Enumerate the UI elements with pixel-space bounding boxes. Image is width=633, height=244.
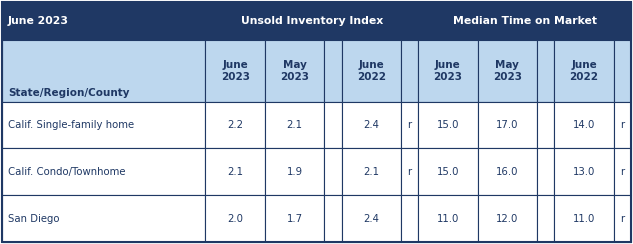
- Text: 15.0: 15.0: [437, 167, 459, 177]
- Bar: [555, 195, 614, 242]
- Text: 2.1: 2.1: [227, 167, 243, 177]
- Text: r: r: [408, 167, 411, 177]
- Bar: [265, 40, 324, 102]
- Text: 13.0: 13.0: [573, 167, 595, 177]
- Bar: [537, 195, 555, 242]
- Bar: [324, 102, 342, 149]
- Bar: [401, 40, 418, 102]
- Bar: [205, 102, 265, 149]
- Text: June 2023: June 2023: [8, 16, 69, 26]
- Bar: [342, 149, 401, 195]
- Text: Calif. Condo/Townhome: Calif. Condo/Townhome: [8, 167, 125, 177]
- Bar: [265, 149, 324, 195]
- Text: Calif. Single-family home: Calif. Single-family home: [8, 120, 134, 130]
- Bar: [2, 195, 205, 242]
- Text: 2.1: 2.1: [287, 120, 303, 130]
- Text: 2.1: 2.1: [363, 167, 379, 177]
- Bar: [555, 149, 614, 195]
- Text: May
2023: May 2023: [280, 60, 309, 81]
- Text: San Diego: San Diego: [8, 214, 60, 224]
- Bar: [401, 102, 418, 149]
- Text: June
2023: June 2023: [221, 60, 249, 81]
- Bar: [614, 195, 631, 242]
- Text: r: r: [620, 120, 625, 130]
- Text: 1.9: 1.9: [287, 167, 303, 177]
- Text: Unsold Inventory Index: Unsold Inventory Index: [241, 16, 383, 26]
- Bar: [418, 102, 478, 149]
- Text: June
2022: June 2022: [357, 60, 385, 81]
- Bar: [401, 195, 418, 242]
- Bar: [324, 195, 342, 242]
- Text: May
2023: May 2023: [493, 60, 522, 81]
- Bar: [537, 102, 555, 149]
- Text: 14.0: 14.0: [573, 120, 595, 130]
- Text: June
2022: June 2022: [570, 60, 599, 81]
- Text: 17.0: 17.0: [496, 120, 518, 130]
- Text: 2.4: 2.4: [363, 120, 379, 130]
- Bar: [418, 149, 478, 195]
- Bar: [324, 149, 342, 195]
- Bar: [205, 195, 265, 242]
- Text: 15.0: 15.0: [437, 120, 459, 130]
- Bar: [478, 149, 537, 195]
- Bar: [2, 2, 631, 40]
- Bar: [265, 195, 324, 242]
- Bar: [2, 102, 205, 149]
- Text: State/Region/County: State/Region/County: [8, 88, 130, 98]
- Text: 12.0: 12.0: [496, 214, 518, 224]
- Bar: [555, 40, 614, 102]
- Bar: [205, 149, 265, 195]
- Text: r: r: [620, 214, 625, 224]
- Bar: [614, 149, 631, 195]
- Bar: [2, 40, 205, 102]
- Bar: [537, 149, 555, 195]
- Bar: [401, 149, 418, 195]
- Bar: [2, 149, 205, 195]
- Bar: [342, 40, 401, 102]
- Bar: [418, 40, 478, 102]
- Text: June
2023: June 2023: [434, 60, 463, 81]
- Text: r: r: [408, 120, 411, 130]
- Bar: [342, 195, 401, 242]
- Text: 2.2: 2.2: [227, 120, 243, 130]
- Bar: [537, 40, 555, 102]
- Text: 1.7: 1.7: [287, 214, 303, 224]
- Text: r: r: [620, 167, 625, 177]
- Text: 16.0: 16.0: [496, 167, 518, 177]
- Bar: [555, 102, 614, 149]
- Bar: [342, 102, 401, 149]
- Bar: [324, 40, 342, 102]
- Bar: [478, 102, 537, 149]
- Bar: [614, 40, 631, 102]
- Text: 11.0: 11.0: [437, 214, 459, 224]
- Text: Median Time on Market: Median Time on Market: [453, 16, 596, 26]
- Bar: [205, 40, 265, 102]
- Text: 11.0: 11.0: [573, 214, 595, 224]
- Text: 2.0: 2.0: [227, 214, 243, 224]
- Bar: [418, 195, 478, 242]
- Bar: [614, 102, 631, 149]
- Bar: [478, 195, 537, 242]
- Text: 2.4: 2.4: [363, 214, 379, 224]
- Bar: [478, 40, 537, 102]
- Bar: [265, 102, 324, 149]
